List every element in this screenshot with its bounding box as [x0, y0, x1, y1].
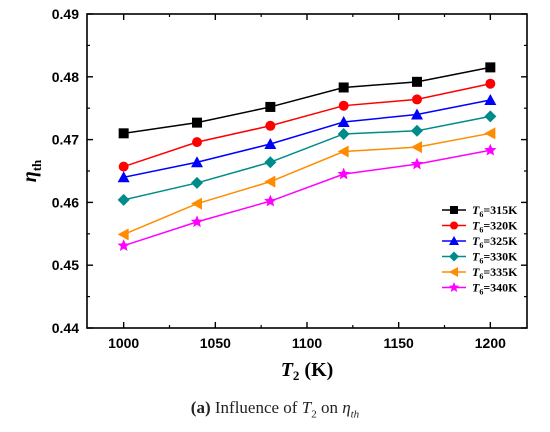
caption-target-sub: th — [350, 408, 360, 421]
data-point-s6-5 — [410, 157, 424, 170]
legend-marker-5 — [449, 267, 458, 277]
data-point-s5-2 — [191, 197, 202, 210]
caption-var: T — [301, 398, 312, 417]
y-tick-label: 0.44 — [52, 320, 79, 336]
data-point-s4-5 — [411, 124, 423, 137]
y-tick-label: 0.48 — [52, 69, 79, 85]
caption-label: (a) — [190, 398, 211, 417]
legend-entry-5: T6=335K — [472, 265, 518, 281]
x-tick-label: 1000 — [108, 335, 139, 351]
series-line-6 — [123, 149, 491, 247]
caption-var-sub: 2 — [311, 408, 317, 421]
data-point-s4-4 — [337, 127, 350, 140]
legend-marker-6 — [448, 282, 460, 292]
data-point-s1-3 — [265, 101, 276, 112]
data-point-s6-6 — [484, 143, 497, 156]
data-point-s2-2 — [192, 137, 202, 148]
y-tick-label: 0.47 — [52, 132, 79, 148]
data-point-s5-1 — [117, 228, 129, 241]
series-line-5 — [123, 132, 491, 236]
caption-text-mid: on — [316, 398, 343, 417]
y-tick-label: 0.46 — [52, 194, 79, 210]
y-tick-label: 0.49 — [52, 6, 79, 22]
legend-marker-2 — [450, 221, 458, 230]
x-tick-label: 1050 — [200, 335, 231, 351]
data-point-s2-3 — [265, 120, 276, 131]
caption-target: η — [342, 398, 351, 417]
data-point-s2-4 — [338, 100, 349, 111]
caption-text-before: Influence of — [210, 398, 302, 417]
legend-marker-3 — [449, 236, 459, 245]
x-tick-label: 1100 — [292, 335, 323, 351]
y-axis-title: ηth — [19, 159, 44, 182]
data-point-s5-3 — [264, 175, 276, 188]
plot-area: 0.44 0.45 0.46 0.47 0.48 0.49 1000 1050 1100 1150… — [19, 6, 528, 383]
data-point-s3-2 — [191, 156, 203, 168]
data-point-s1-1 — [118, 128, 129, 139]
data-point-s3-1 — [117, 171, 130, 183]
data-point-s3-3 — [264, 137, 277, 149]
data-point-s1-6 — [485, 62, 496, 73]
data-point-s5-4 — [337, 145, 349, 158]
data-point-s2-6 — [485, 78, 496, 89]
figure-caption: (a) Influence of T2 on ηth — [0, 398, 550, 420]
legend-marker-1 — [450, 206, 458, 214]
data-point-s1-4 — [338, 82, 349, 93]
x-axis-title: T2 (K) — [281, 359, 334, 383]
legend-entry-1: T6=315K — [472, 203, 518, 219]
data-point-s3-6 — [484, 94, 497, 106]
series-line-3 — [123, 99, 491, 179]
data-point-s2-5 — [412, 94, 422, 105]
legend-entry-2: T6=320K — [472, 219, 518, 235]
data-point-s1-2 — [192, 117, 202, 128]
x-tick-label: 1150 — [383, 335, 414, 351]
data-point-s3-4 — [337, 116, 350, 128]
data-point-s5-6 — [484, 127, 496, 140]
series-line-4 — [123, 115, 491, 201]
data-point-s4-3 — [264, 156, 277, 169]
data-point-s5-5 — [411, 141, 422, 154]
y-tick-label: 0.45 — [52, 257, 79, 273]
legend-entry-6: T6=340K — [472, 281, 518, 297]
data-point-s6-1 — [117, 239, 130, 251]
chart: 0.44 0.45 0.46 0.47 0.48 0.49 1000 1050 1100 1150… — [19, 6, 528, 383]
data-point-s6-2 — [190, 215, 204, 228]
data-point-s2-1 — [118, 161, 129, 172]
series-line-2 — [123, 82, 491, 168]
series-line-1 — [123, 66, 491, 135]
data-point-s4-2 — [191, 176, 203, 189]
data-point-s4-1 — [117, 193, 130, 206]
legend-entry-4: T6=330K — [472, 250, 518, 266]
legend-entry-3: T6=325K — [472, 234, 518, 250]
data-point-s1-5 — [412, 76, 422, 87]
x-tick-label: 1200 — [475, 335, 506, 351]
data-point-s4-6 — [484, 110, 497, 123]
data-point-s6-3 — [264, 194, 277, 207]
data-point-s3-5 — [411, 108, 423, 120]
legend-marker-4 — [449, 251, 459, 262]
data-point-s6-4 — [337, 167, 350, 180]
